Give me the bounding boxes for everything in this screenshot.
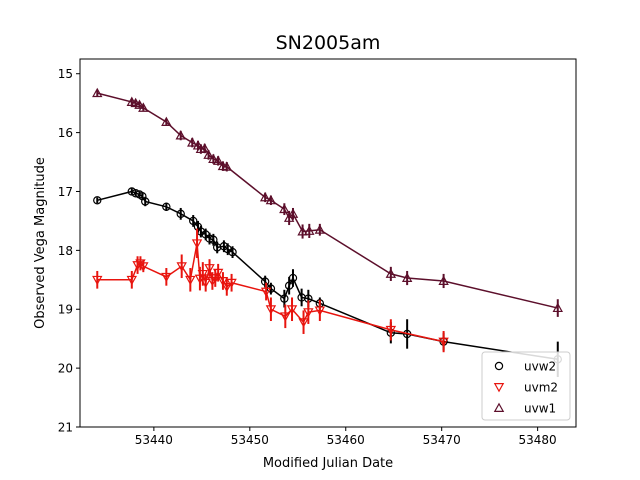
legend-box bbox=[481, 351, 571, 421]
series-uvm2 bbox=[92, 228, 449, 353]
data-point bbox=[138, 102, 149, 112]
x-axis-label: Modified Julian Date bbox=[263, 456, 393, 471]
y-tick-label: 21 bbox=[58, 421, 73, 435]
data-point bbox=[552, 302, 563, 313]
data-point bbox=[212, 268, 224, 279]
data-point bbox=[176, 209, 185, 219]
legend-marker bbox=[494, 361, 504, 371]
data-point bbox=[187, 137, 198, 147]
data-point bbox=[226, 278, 237, 289]
x-tick-label: 53440 bbox=[135, 433, 173, 447]
data-point bbox=[265, 194, 277, 205]
data-point bbox=[162, 202, 171, 211]
data-point bbox=[259, 191, 271, 202]
data-point bbox=[175, 130, 186, 140]
data-point bbox=[141, 197, 150, 206]
data-point bbox=[126, 275, 138, 286]
chart-title: SN2005am bbox=[276, 32, 381, 54]
plot-frame bbox=[79, 58, 577, 428]
data-point bbox=[92, 87, 103, 98]
legend-marker bbox=[493, 383, 505, 393]
data-point bbox=[286, 305, 298, 315]
plot-series bbox=[92, 87, 563, 377]
x-tick-label: 53470 bbox=[423, 433, 461, 447]
axis-ticks: 53440 53450 53460 53470 53480 15 16 17 18 19 20 21 bbox=[58, 67, 557, 447]
data-point bbox=[189, 216, 198, 226]
data-point bbox=[260, 287, 272, 298]
data-point bbox=[209, 235, 218, 244]
legend-marker bbox=[493, 402, 505, 412]
data-point bbox=[93, 196, 102, 205]
legend-label: uvm2 bbox=[524, 381, 558, 395]
data-point bbox=[297, 226, 308, 236]
series-uvw1 bbox=[92, 87, 563, 317]
data-point bbox=[185, 275, 196, 286]
y-tick-label: 16 bbox=[58, 126, 73, 140]
legend-label: uvw2 bbox=[524, 360, 556, 374]
data-point bbox=[228, 247, 237, 257]
data-point bbox=[280, 312, 291, 322]
legend: uvw2 uvm2 uvw1 bbox=[481, 351, 571, 421]
data-point bbox=[385, 325, 397, 336]
data-point bbox=[304, 225, 315, 235]
data-point bbox=[217, 277, 229, 287]
data-point bbox=[221, 161, 233, 171]
data-point bbox=[287, 208, 299, 218]
series-line bbox=[97, 92, 558, 309]
data-point bbox=[288, 273, 298, 283]
y-tick-label: 17 bbox=[58, 185, 73, 199]
data-point bbox=[199, 143, 210, 153]
x-tick-label: 53460 bbox=[327, 433, 365, 447]
data-point bbox=[161, 272, 172, 283]
y-tick-label: 19 bbox=[58, 303, 73, 317]
data-point bbox=[438, 275, 449, 285]
data-point bbox=[438, 337, 449, 348]
data-point bbox=[208, 153, 219, 164]
data-point bbox=[203, 149, 214, 159]
y-tick-label: 15 bbox=[58, 67, 73, 81]
x-tick-label: 53480 bbox=[519, 433, 557, 447]
y-tick-label: 20 bbox=[58, 362, 73, 376]
data-point bbox=[221, 282, 233, 293]
data-point bbox=[385, 268, 397, 278]
data-point bbox=[303, 308, 314, 318]
legend-label: uvw1 bbox=[524, 402, 556, 416]
data-point bbox=[280, 294, 289, 303]
data-point bbox=[200, 278, 211, 289]
data-point bbox=[265, 305, 277, 315]
data-point bbox=[212, 155, 224, 165]
data-point bbox=[204, 264, 215, 274]
data-point bbox=[176, 262, 187, 272]
data-point bbox=[314, 306, 326, 316]
data-point bbox=[279, 203, 290, 214]
data-point bbox=[314, 224, 326, 234]
x-tick-label: 53450 bbox=[231, 433, 269, 447]
data-point bbox=[161, 116, 172, 126]
data-point bbox=[298, 318, 309, 328]
y-tick-label: 18 bbox=[58, 244, 73, 258]
data-point bbox=[401, 272, 413, 282]
data-point bbox=[138, 262, 149, 272]
y-axis-label: Observed Vega Magnitude bbox=[33, 157, 48, 329]
data-point bbox=[134, 99, 145, 109]
data-point bbox=[92, 275, 103, 286]
data-point bbox=[191, 239, 203, 249]
